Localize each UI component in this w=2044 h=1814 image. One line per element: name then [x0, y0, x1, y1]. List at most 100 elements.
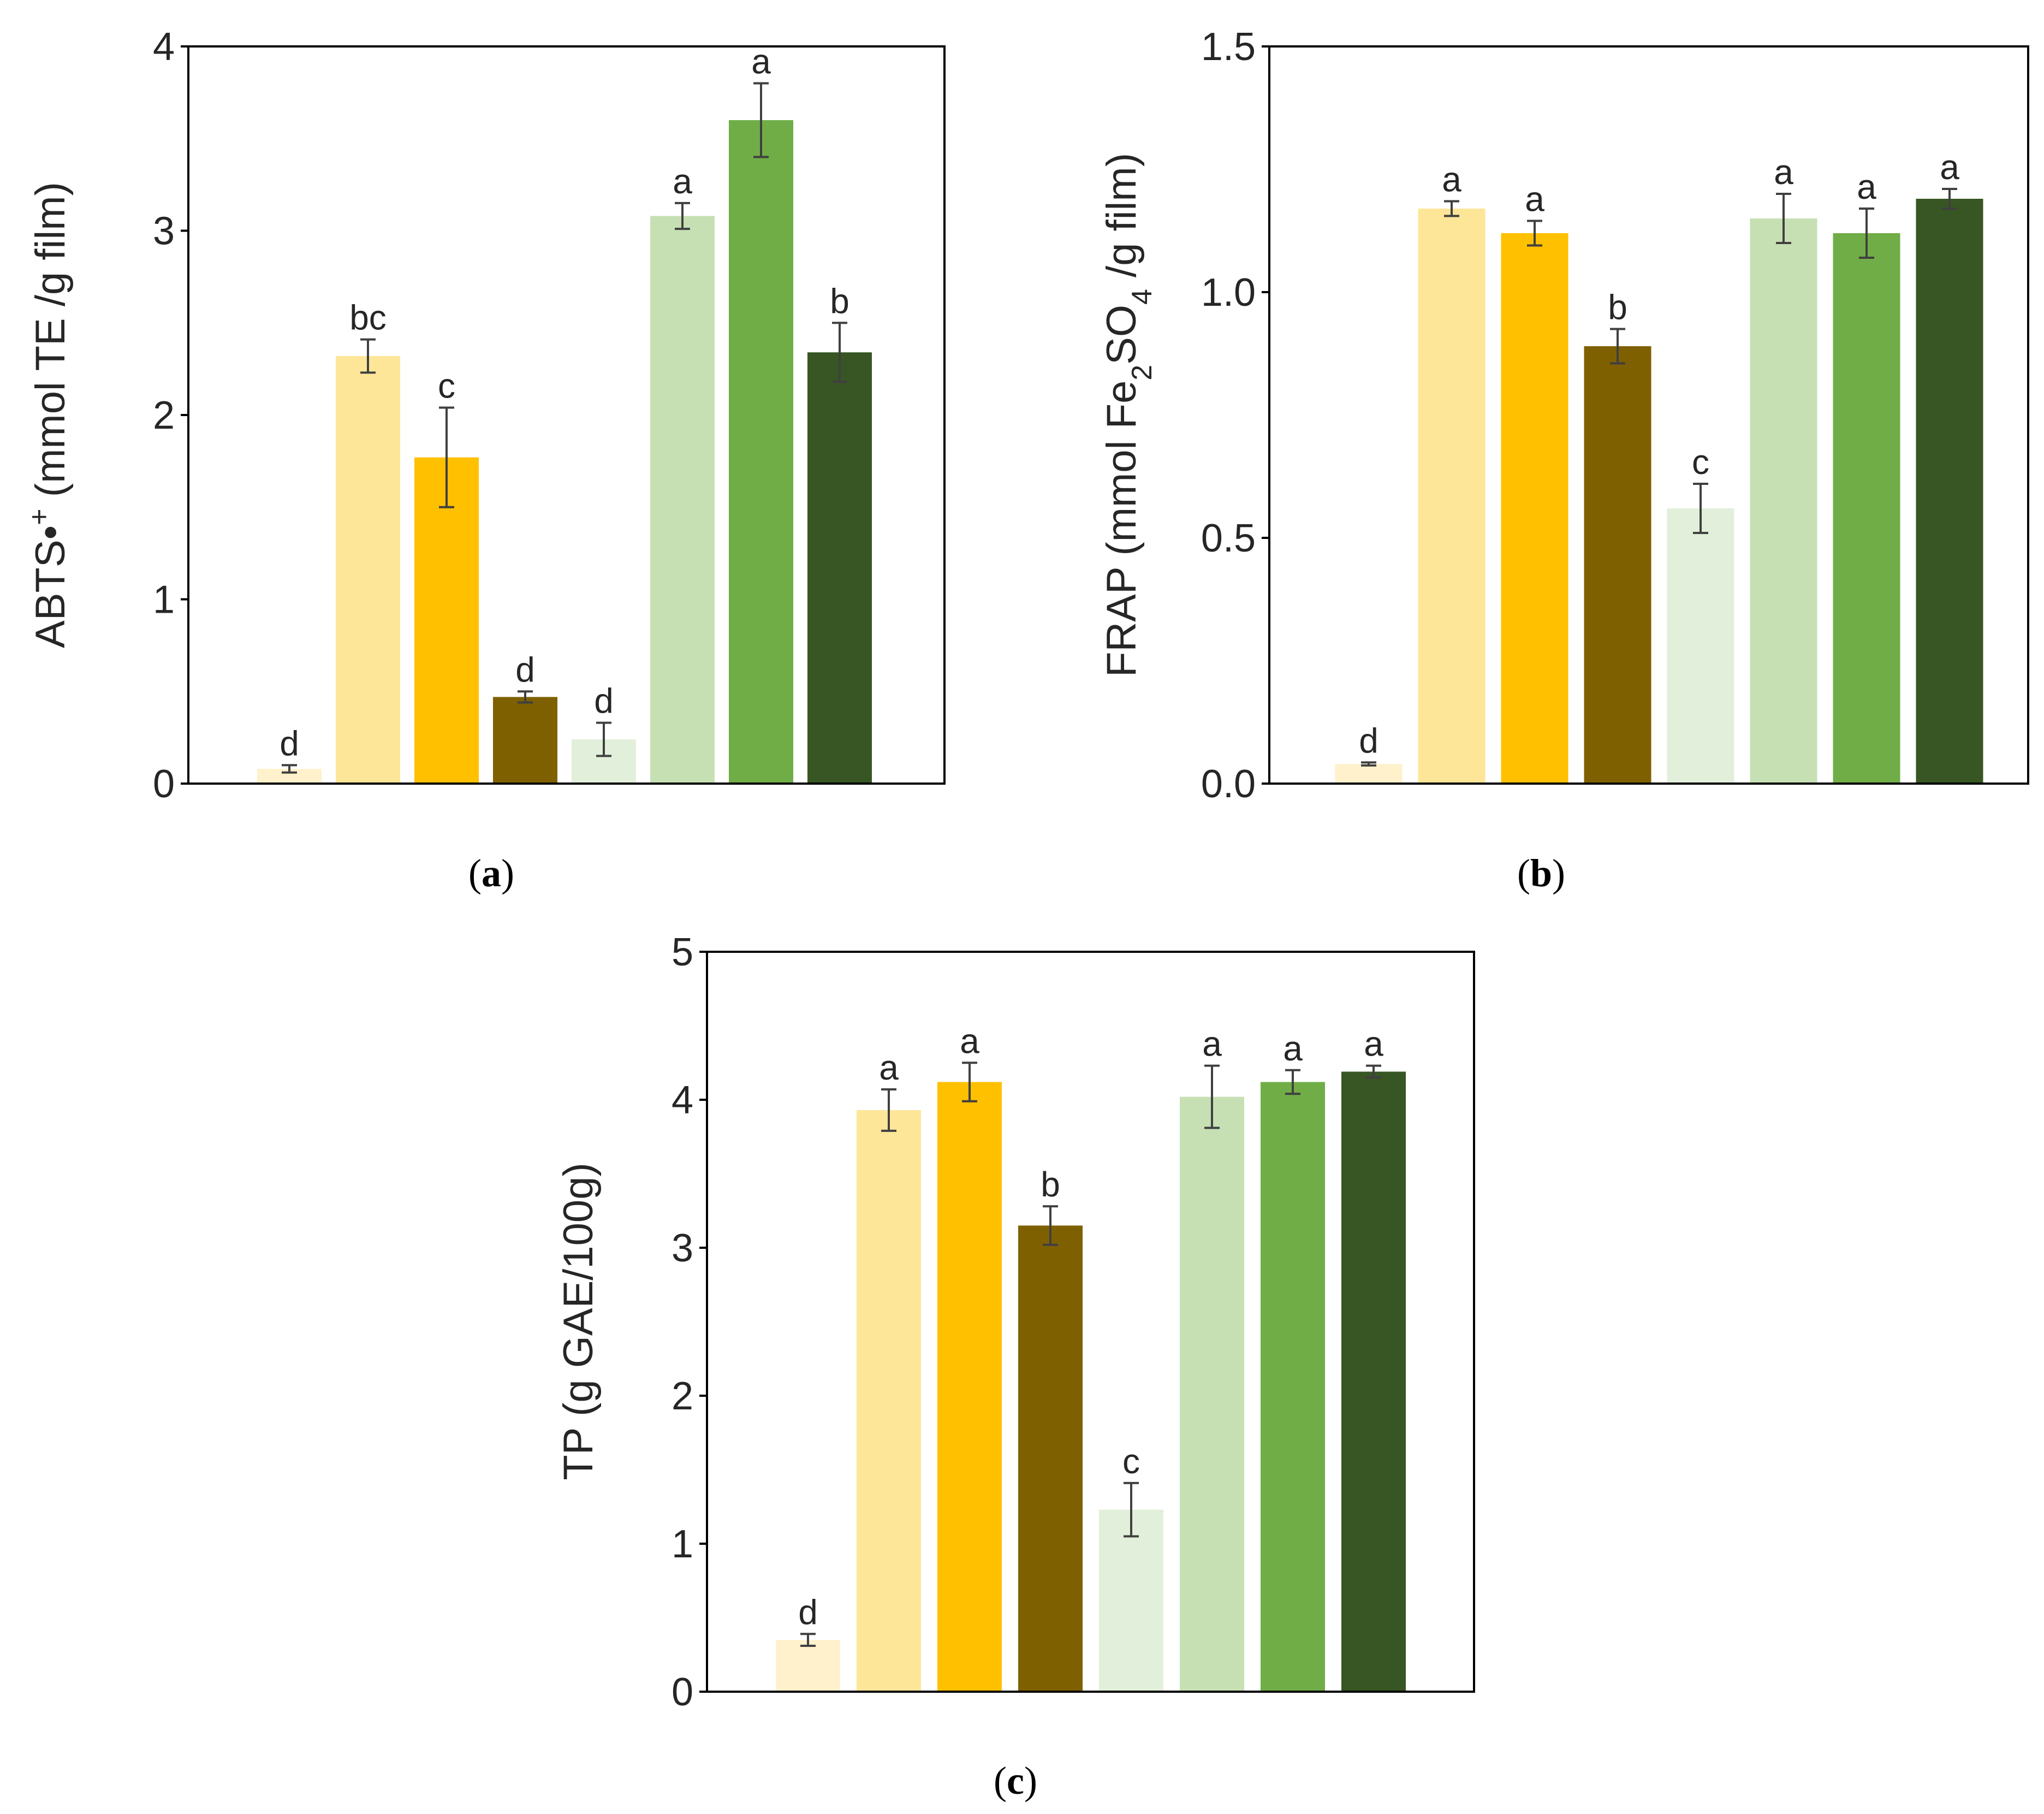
panel-b-label: (b): [1517, 851, 1565, 895]
panel-b-bar-3: [1501, 233, 1568, 784]
panel-c-error-bar-8: [1366, 1064, 1381, 1079]
panel-a-bars: d bc c d d a a b: [257, 42, 872, 784]
panel-a-sig-label-6: a: [673, 162, 692, 201]
panel-a-bar-4: [493, 697, 557, 784]
panel-a-error-bar-3: [439, 406, 454, 508]
panel-c-y-tick-label: 0: [672, 1670, 693, 1714]
panel-b-label-letter: b: [1530, 851, 1552, 895]
panel-b-error-bar-6: [1776, 193, 1791, 244]
panel-c-bar-4: [1018, 1225, 1083, 1692]
panel-a-label: (a): [468, 851, 514, 895]
panel-b-bar-4: [1584, 346, 1651, 784]
panel-c-bar-6: [1180, 1096, 1244, 1692]
panel-a-y-tick-label: 4: [153, 25, 175, 69]
panel-b-error-bar-1: [1361, 761, 1376, 767]
panel-b-error-bar-8: [1942, 188, 1957, 210]
panel-a-bar-3: [414, 457, 479, 784]
panel-a-error-bar-1: [282, 764, 297, 774]
panel-a-sig-label-4: d: [515, 650, 535, 689]
panel-c-error-bar-3: [962, 1062, 977, 1102]
panel-c-bar-1: [776, 1640, 840, 1692]
panel-c-error-bar-1: [800, 1633, 816, 1647]
panel-a-sig-label-3: c: [438, 366, 455, 406]
panel-c-bar-5: [1099, 1509, 1163, 1692]
panel-a-sig-label-5: d: [594, 681, 614, 721]
panel-a: 0 1 2 3 4 d bc c d d a a b ABTS•+ (mmol TE /g film)…: [23, 25, 946, 895]
panel-b-y-tick-label: 0.0: [1201, 762, 1256, 806]
panel-b-error-bar-5: [1693, 483, 1708, 534]
panel-c-error-bar-6: [1204, 1064, 1220, 1129]
panel-c-sig-label-2: a: [879, 1048, 899, 1087]
panel-c-y-tick-label: 4: [672, 1078, 693, 1122]
panel-a-sig-label-1: d: [280, 724, 299, 763]
panel-a-y-tick-label: 0: [153, 762, 175, 806]
panel-c-bar-7: [1261, 1082, 1325, 1692]
panel-a-error-bar-4: [518, 690, 533, 704]
panel-a-error-bar-5: [596, 721, 611, 757]
panel-c-y-axis-title: TP (g GAE/100g): [555, 1163, 602, 1480]
panel-b-y-tick-label: 0.5: [1201, 517, 1256, 560]
panel-a-y-ticks: 0 1 2 3 4: [153, 25, 188, 806]
panel-c-bar-3: [937, 1082, 1002, 1692]
panel-a-error-bar-7: [753, 82, 769, 158]
panel-c-error-bar-5: [1124, 1481, 1139, 1538]
panel-c-error-bar-4: [1043, 1205, 1058, 1246]
panel-c-bars: d a a b c a a a: [776, 1021, 1406, 1692]
panel-b-sig-label-7: a: [1857, 167, 1876, 206]
panel-b-bars: d a a b c a a a: [1335, 147, 1983, 784]
panel-a-bar-2: [336, 356, 400, 784]
panel-a-bar-7: [729, 120, 793, 784]
panel-c-label-letter: c: [1007, 1759, 1024, 1803]
panel-c: 0 1 2 3 4 5 d a a b c a a a TP (g GAE/100g) (c): [555, 930, 1475, 1803]
panel-a-error-bar-6: [675, 201, 690, 230]
panel-a-sig-label-7: a: [751, 42, 771, 81]
panel-b-sig-label-1: d: [1359, 721, 1378, 760]
panel-b-error-bar-4: [1610, 328, 1625, 365]
panel-b-y-axis-title-rest: /g film): [1098, 153, 1145, 289]
panel-c-error-bar-7: [1285, 1069, 1300, 1095]
panel-a-sig-label-2: bc: [349, 298, 387, 337]
panel-c-y-tick-label: 3: [672, 1226, 693, 1270]
panel-c-sig-label-3: a: [960, 1021, 979, 1060]
panel-a-label-letter: a: [482, 851, 501, 895]
panel-b-y-axis-title: FRAP (mmol Fe2SO4 /g film): [1098, 153, 1158, 677]
panel-b-bar-8: [1916, 199, 1983, 784]
panel-b-sig-label-8: a: [1940, 147, 1959, 187]
panel-c-sig-label-6: a: [1202, 1024, 1222, 1064]
panel-b-bar-1: [1335, 764, 1403, 784]
panel-a-bar-8: [807, 352, 872, 784]
panel-a-sig-label-8: b: [830, 281, 849, 321]
panel-a-y-axis-title: ABTS•+ (mmol TE /g film): [23, 182, 74, 648]
panel-b-y-axis-title-sub1: 2: [1126, 365, 1158, 381]
panel-a-y-axis-title-main: ABTS•: [27, 525, 74, 648]
panel-a-error-bar-8: [832, 322, 847, 383]
panel-b-bar-2: [1418, 209, 1486, 784]
panel-b-y-axis-title-mid: SO: [1098, 305, 1145, 365]
panel-b: 0.0 0.5 1.0 1.5 d a a b c a a a FRAP (mmol Fe2SO4 …: [1098, 25, 2029, 895]
panel-c-bar-2: [857, 1110, 921, 1692]
panel-c-y-tick-label: 1: [672, 1522, 693, 1566]
panel-b-bar-5: [1667, 508, 1734, 784]
panel-a-y-axis-title-rest: (mmol TE /g film): [27, 182, 74, 508]
panel-a-y-tick-label: 1: [153, 578, 175, 622]
panel-c-sig-label-1: d: [798, 1592, 818, 1632]
panel-b-y-tick-label: 1.5: [1201, 25, 1256, 69]
panel-b-bar-7: [1833, 233, 1900, 784]
panel-c-label: (c): [994, 1759, 1037, 1803]
panel-c-bar-8: [1341, 1071, 1406, 1692]
panel-a-bar-6: [650, 216, 715, 784]
panel-a-y-tick-label: 2: [153, 394, 175, 437]
panel-b-bar-6: [1750, 218, 1817, 784]
panel-c-y-tick-label: 2: [672, 1374, 693, 1418]
panel-b-error-bar-7: [1859, 208, 1874, 259]
panel-c-y-ticks: 0 1 2 3 4 5: [672, 930, 707, 1714]
panel-b-y-ticks: 0.0 0.5 1.0 1.5: [1201, 25, 1269, 806]
panel-b-sig-label-5: c: [1692, 442, 1709, 482]
panel-a-error-bar-2: [360, 338, 376, 374]
panel-c-error-bar-2: [881, 1088, 896, 1132]
panel-b-sig-label-3: a: [1525, 180, 1544, 219]
panel-b-y-axis-title-main: FRAP (mmol Fe: [1098, 381, 1145, 677]
panel-b-y-axis-title-sub2: 4: [1126, 289, 1158, 305]
panel-b-error-bar-3: [1527, 220, 1542, 247]
